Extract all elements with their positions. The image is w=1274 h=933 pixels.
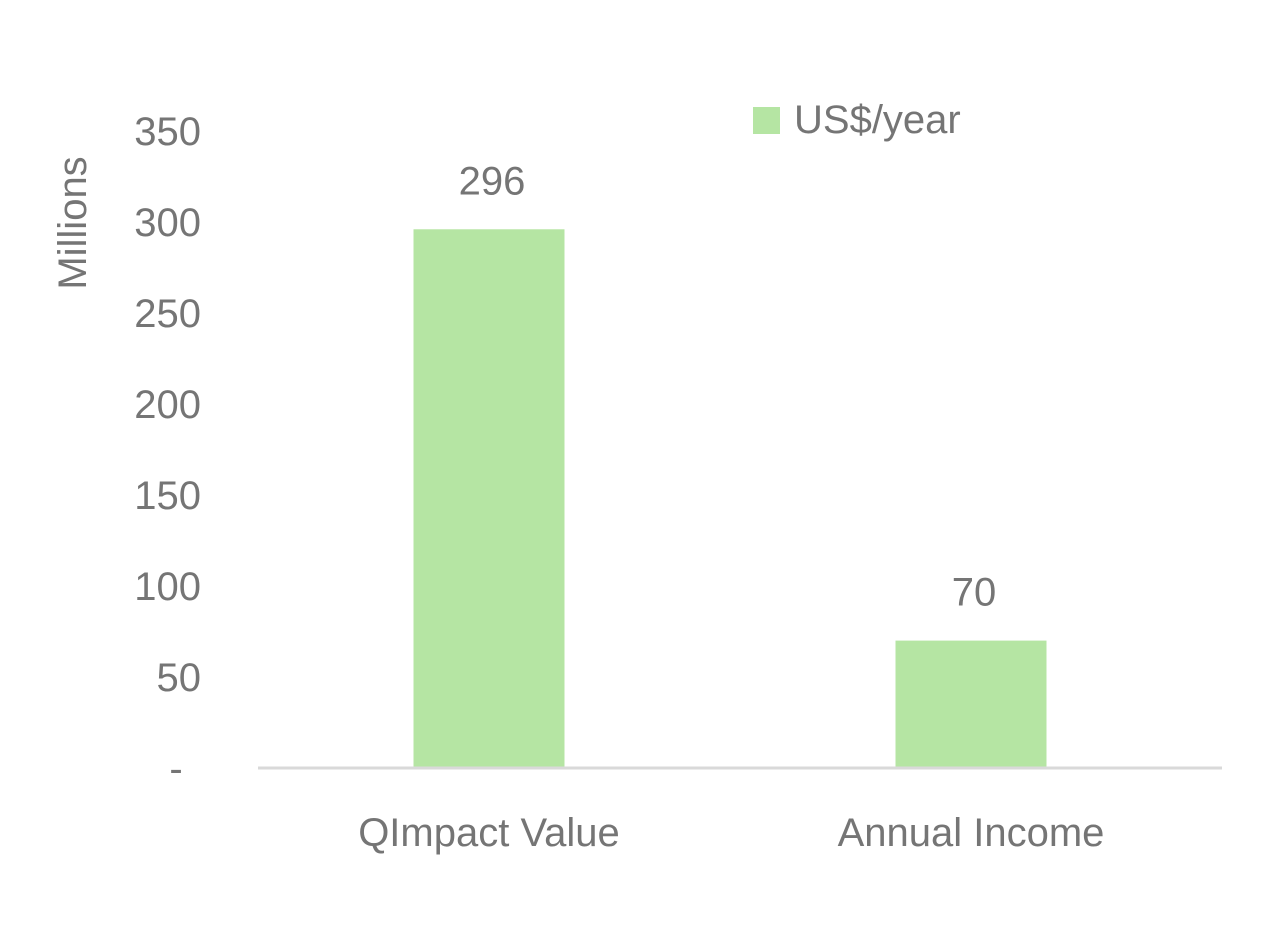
bar-data-label: 70 <box>952 571 997 615</box>
legend-label: US$/year <box>794 98 961 142</box>
y-tick-label: 350 <box>134 110 201 154</box>
x-axis-tick-labels: QImpact Value Annual Income <box>358 811 1104 855</box>
y-tick-label: 150 <box>134 474 201 518</box>
y-tick-label: 250 <box>134 292 201 336</box>
y-axis-title: Millions <box>51 156 95 289</box>
bar-data-label: 296 <box>459 159 526 203</box>
y-tick-label: 200 <box>134 383 201 427</box>
legend: US$/year <box>753 98 961 142</box>
y-axis-ticks: - 50 100 150 200 250 300 350 <box>134 110 201 791</box>
bar <box>895 640 1047 768</box>
x-tick-label: QImpact Value <box>358 811 620 855</box>
x-tick-label: Annual Income <box>838 811 1105 855</box>
bar <box>413 229 565 768</box>
data-labels: 296 70 <box>459 159 997 614</box>
y-tick-label: 100 <box>134 565 201 609</box>
legend-swatch-us-year <box>753 107 780 134</box>
y-tick-label: 50 <box>157 656 202 700</box>
bars <box>413 229 1047 768</box>
y-tick-label: - <box>169 747 182 791</box>
y-tick-label: 300 <box>134 201 201 245</box>
